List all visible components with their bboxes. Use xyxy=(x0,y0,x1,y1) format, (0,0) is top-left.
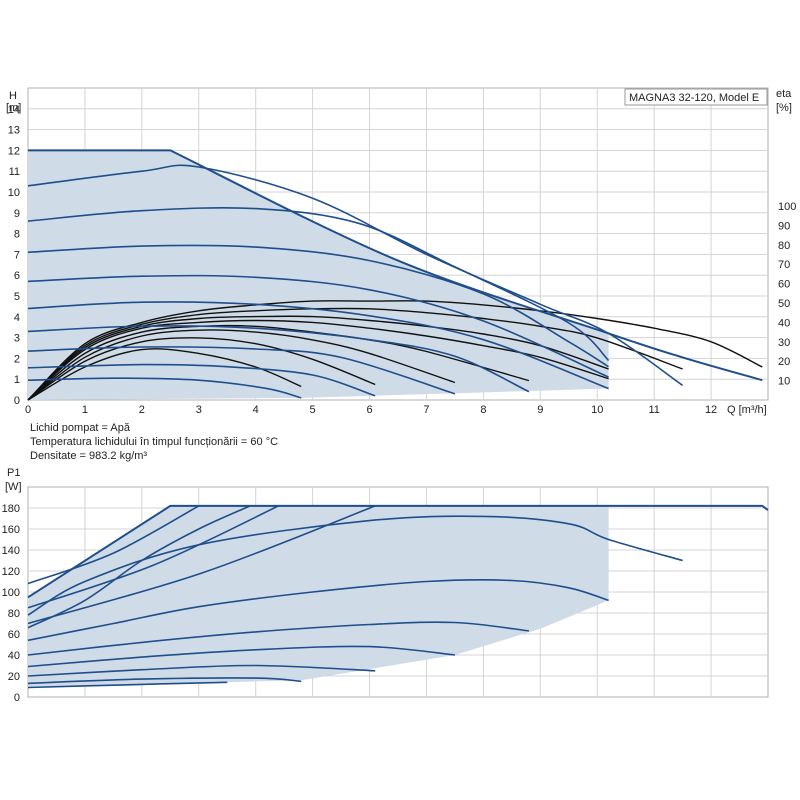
head-axis-name: H xyxy=(9,90,17,102)
head-tick-label: 7 xyxy=(14,249,20,261)
power-tick-label: 0 xyxy=(14,692,20,704)
info-line-density: Densitate = 983.2 kg/m³ xyxy=(30,450,147,462)
power-axis-unit: [W] xyxy=(5,481,22,493)
info-line-temperature: Temperatura lichidului în timpul funcțio… xyxy=(30,436,278,448)
flow-tick-label: 8 xyxy=(480,404,486,416)
flow-tick-label: 2 xyxy=(139,404,145,416)
flow-tick-label: 12 xyxy=(705,404,717,416)
eta-axis-name: eta xyxy=(776,88,792,100)
head-tick-label: 6 xyxy=(14,270,20,282)
head-tick-label: 2 xyxy=(14,353,20,365)
power-curves xyxy=(27,504,769,689)
power-curve-cap-0 xyxy=(27,505,200,585)
power-tick-label: 80 xyxy=(8,608,20,620)
power-curve-2 xyxy=(27,505,251,629)
eta-curve-3 xyxy=(27,324,530,401)
power-tick-label: 120 xyxy=(2,566,20,578)
power-curve-cap-2 xyxy=(27,505,376,625)
flow-tick-label: 11 xyxy=(648,404,659,416)
head-curve-4 xyxy=(27,274,609,378)
power-curve-4 xyxy=(27,621,529,656)
eta-curve-2 xyxy=(27,329,456,401)
head-tick-label: 3 xyxy=(14,333,20,345)
head-tick-label: 10 xyxy=(8,187,20,199)
head-curves xyxy=(27,149,763,399)
eta-curve-5 xyxy=(27,315,609,401)
head-curve-3 xyxy=(27,244,610,368)
head-axis-unit: [m] xyxy=(6,102,21,114)
power-curve-0 xyxy=(27,504,769,599)
head-curve-7 xyxy=(27,346,456,395)
eta-tick-label: 20 xyxy=(778,356,790,368)
eta-tick-label: 50 xyxy=(778,298,790,310)
head-tick-label: 14 xyxy=(8,104,20,116)
eta-curve-1 xyxy=(27,337,376,401)
flow-axis-label: Q [m³/h] xyxy=(727,404,767,416)
eta-curve-7 xyxy=(27,300,763,401)
eta-tick-label: 60 xyxy=(778,279,790,291)
head-curve-6 xyxy=(27,325,530,393)
info-line-fluid: Lichid pompat = Apă xyxy=(30,422,131,434)
eta-axis-unit: [%] xyxy=(776,102,792,114)
power-tick-label: 20 xyxy=(8,671,20,683)
power-axis-ticks: 0 20 40 60 80 100 120 140 160 180 xyxy=(2,503,20,704)
head-tick-label: 11 xyxy=(9,166,20,178)
flow-tick-label: 10 xyxy=(591,404,603,416)
head-curve-5 xyxy=(27,301,609,390)
flow-tick-label: 3 xyxy=(196,404,202,416)
eta-tick-label: 100 xyxy=(778,201,796,213)
head-curve-2 xyxy=(27,206,610,362)
power-chart: 0 20 40 60 80 100 120 140 160 180 P1 [W] xyxy=(2,467,769,704)
flow-tick-label: 5 xyxy=(310,404,316,416)
eta-axis-ticks: 10 20 30 40 50 60 70 80 90 100 xyxy=(778,201,796,388)
head-tick-label: 9 xyxy=(14,208,20,220)
head-curve-0 xyxy=(28,149,763,382)
flow-tick-label: 9 xyxy=(537,404,543,416)
power-tick-label: 180 xyxy=(2,503,20,515)
flow-tick-label: 7 xyxy=(423,404,429,416)
power-tick-label: 40 xyxy=(8,650,20,662)
head-curve-1 xyxy=(27,164,684,387)
head-tick-label: 0 xyxy=(14,395,20,407)
eta-tick-label: 80 xyxy=(778,240,790,252)
head-curve-8 xyxy=(27,363,376,397)
head-tick-label: 4 xyxy=(14,312,20,324)
head-tick-label: 12 xyxy=(8,145,20,157)
power-curve-5 xyxy=(27,645,455,668)
head-tick-label: 5 xyxy=(14,291,20,303)
flow-tick-label: 0 xyxy=(25,404,31,416)
power-curve-7 xyxy=(27,677,302,685)
power-axis-name: P1 xyxy=(7,467,20,479)
chart-title: MAGNA3 32-120, Model E xyxy=(629,92,759,104)
eta-tick-label: 70 xyxy=(778,259,790,271)
power-curve-8 xyxy=(27,681,228,689)
eta-tick-label: 40 xyxy=(778,317,790,329)
power-curve-1 xyxy=(27,515,683,616)
power-tick-label: 160 xyxy=(2,524,20,536)
power-curve-3 xyxy=(27,579,609,642)
power-curve-6 xyxy=(27,664,376,677)
head-tick-label: 13 xyxy=(8,125,20,137)
title-box xyxy=(624,88,768,106)
power-tick-label: 140 xyxy=(2,545,20,557)
eta-tick-label: 10 xyxy=(778,376,790,388)
eta-tick-label: 90 xyxy=(778,220,790,232)
power-tick-label: 100 xyxy=(2,587,20,599)
flow-tick-label: 4 xyxy=(253,404,259,416)
flow-axis-ticks: 0 1 2 3 4 5 6 7 8 9 10 11 12 xyxy=(25,404,717,416)
flow-tick-label: 6 xyxy=(366,404,372,416)
eta-tick-label: 30 xyxy=(778,337,790,349)
eta-curve-4 xyxy=(27,319,609,401)
head-tick-label: 1 xyxy=(14,374,20,386)
head-tick-label: 8 xyxy=(14,229,20,241)
power-curve-cap-1 xyxy=(27,505,279,609)
power-tick-label: 60 xyxy=(8,629,20,641)
flow-tick-label: 1 xyxy=(82,404,88,416)
head-curve-9 xyxy=(27,377,302,399)
